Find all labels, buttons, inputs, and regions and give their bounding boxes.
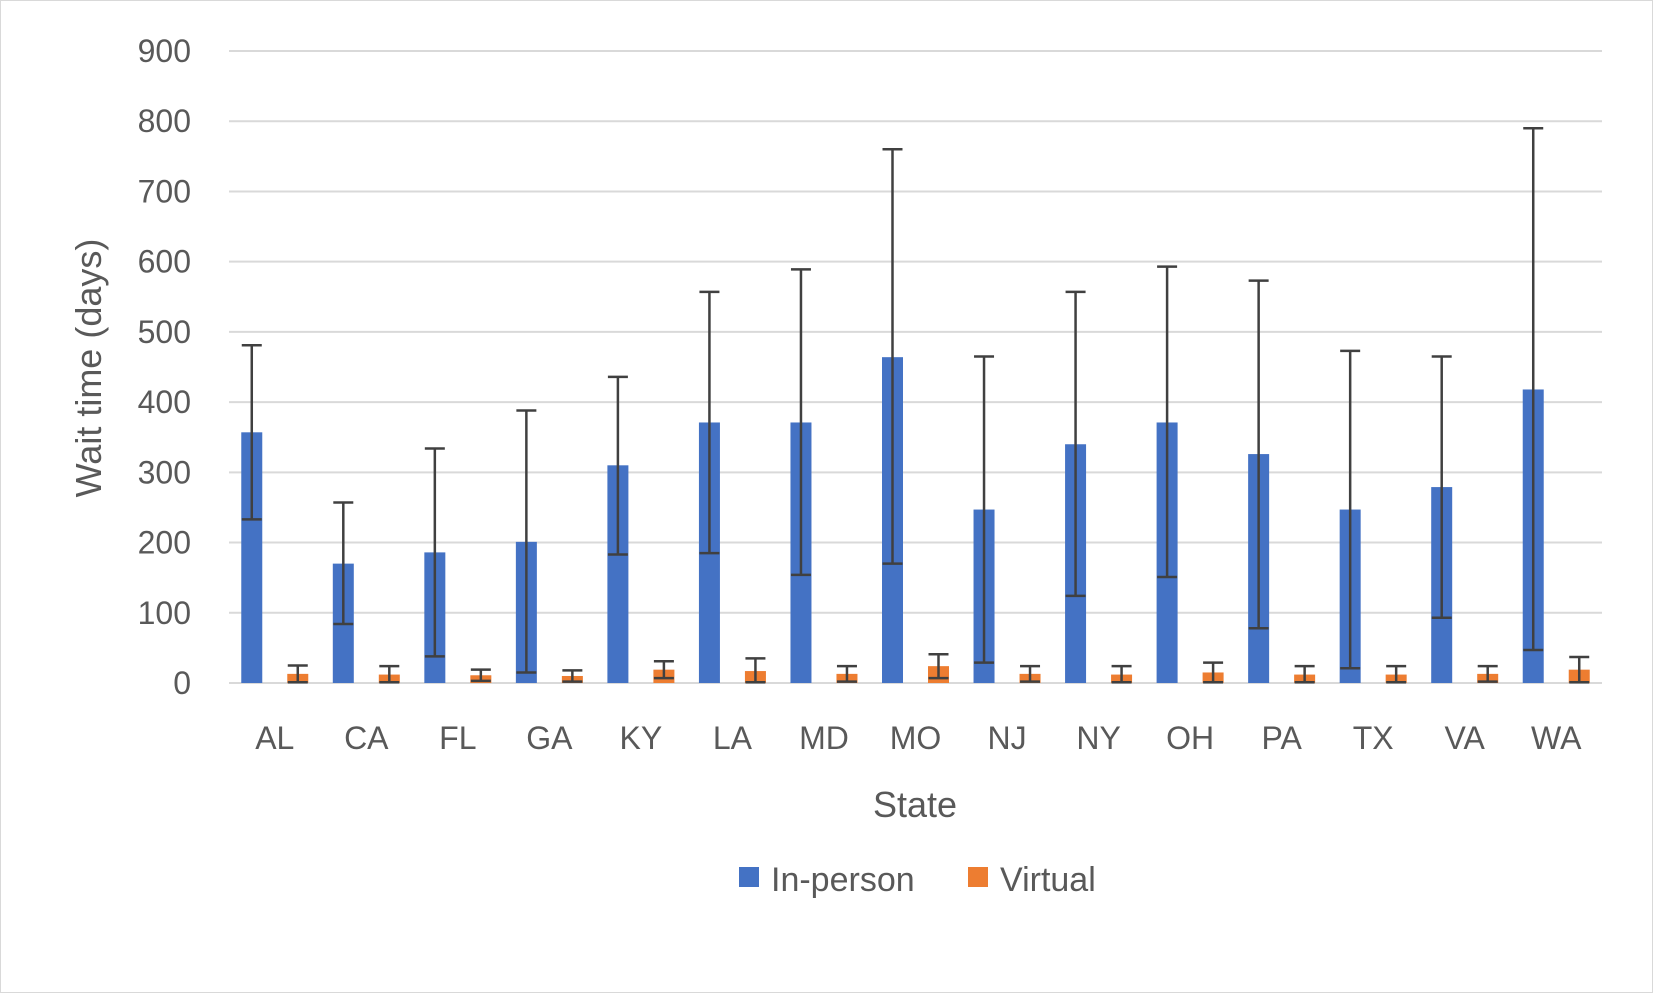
legend: In-person Virtual xyxy=(739,861,1096,899)
legend-label-virtual: Virtual xyxy=(1000,861,1096,899)
error-bar-in-person-oh xyxy=(1157,265,1178,579)
legend-swatch-in-person xyxy=(739,867,759,887)
legend-swatch-virtual xyxy=(968,867,988,887)
bar-in-person-ky xyxy=(607,465,629,683)
error-bar-in-person-tx xyxy=(1340,349,1361,670)
error-bar-in-person-nj xyxy=(974,355,995,664)
x-tick-label: MD xyxy=(799,720,849,756)
error-bar-in-person-la xyxy=(699,290,720,555)
error-bar-virtual-ca xyxy=(379,664,400,684)
error-bar-virtual-nj xyxy=(1020,664,1041,683)
error-bar-virtual-fl xyxy=(470,668,491,683)
error-bar-in-person-ca xyxy=(333,501,354,626)
legend-label-in-person: In-person xyxy=(771,861,915,899)
error-bar-in-person-ky xyxy=(607,375,628,556)
y-tick-label: 200 xyxy=(138,525,191,561)
y-tick-label: 300 xyxy=(138,454,191,490)
error-bars xyxy=(241,126,1590,684)
error-bar-virtual-la xyxy=(745,657,766,684)
y-tick-label: 600 xyxy=(138,244,191,280)
y-tick-label: 100 xyxy=(138,595,191,631)
x-tick-label: LA xyxy=(713,720,753,756)
bar-in-person-al xyxy=(241,432,263,683)
x-tick-label: GA xyxy=(526,720,573,756)
bars xyxy=(241,357,1590,683)
x-axis-title: State xyxy=(873,784,957,825)
x-tick-label: TX xyxy=(1353,720,1394,756)
error-bar-in-person-al xyxy=(241,343,262,521)
error-bar-in-person-wa xyxy=(1523,126,1544,652)
error-bar-virtual-ky xyxy=(653,659,674,680)
y-tick-label: 900 xyxy=(138,33,191,69)
error-bar-virtual-oh xyxy=(1203,661,1224,684)
y-axis-title: Wait time (days) xyxy=(68,239,109,498)
y-tick-label: 400 xyxy=(138,384,191,420)
gridlines xyxy=(229,50,1602,684)
error-bar-in-person-ga xyxy=(516,409,537,674)
error-bar-virtual-wa xyxy=(1569,655,1590,684)
x-tick-labels: AL CA FL GA KY LA MD MO NJ NY OH PA TX VA WA xyxy=(255,720,1582,756)
x-tick-label: AL xyxy=(255,720,294,756)
y-tick-labels: 0 100 200 300 400 500 600 700 800 900 xyxy=(138,33,191,701)
x-tick-label: OH xyxy=(1166,720,1214,756)
x-tick-label: WA xyxy=(1531,720,1582,756)
error-bar-virtual-pa xyxy=(1294,664,1315,684)
error-bar-virtual-ga xyxy=(562,669,583,683)
error-bar-virtual-ny xyxy=(1111,664,1132,684)
x-tick-label: KY xyxy=(620,720,663,756)
error-bar-virtual-tx xyxy=(1386,664,1407,684)
error-bar-in-person-md xyxy=(790,268,811,577)
x-tick-label: CA xyxy=(344,720,389,756)
error-bar-virtual-va xyxy=(1477,664,1498,683)
y-tick-label: 500 xyxy=(138,314,191,350)
x-tick-label: FL xyxy=(439,720,476,756)
x-tick-label: MO xyxy=(890,720,942,756)
error-bar-virtual-md xyxy=(836,664,857,683)
error-bar-in-person-pa xyxy=(1248,279,1269,630)
error-bar-in-person-mo xyxy=(882,148,903,565)
error-bar-in-person-ny xyxy=(1065,290,1086,598)
error-bar-virtual-mo xyxy=(928,652,949,680)
x-tick-label: NY xyxy=(1076,720,1120,756)
x-tick-label: PA xyxy=(1261,720,1302,756)
y-tick-label: 800 xyxy=(138,103,191,139)
x-tick-label: NJ xyxy=(987,720,1026,756)
x-tick-label: VA xyxy=(1445,720,1486,756)
y-tick-label: 700 xyxy=(138,173,191,209)
error-bar-in-person-va xyxy=(1431,355,1452,619)
error-bar-virtual-al xyxy=(287,664,308,684)
error-bar-in-person-fl xyxy=(424,447,445,658)
y-tick-label: 0 xyxy=(173,665,191,701)
